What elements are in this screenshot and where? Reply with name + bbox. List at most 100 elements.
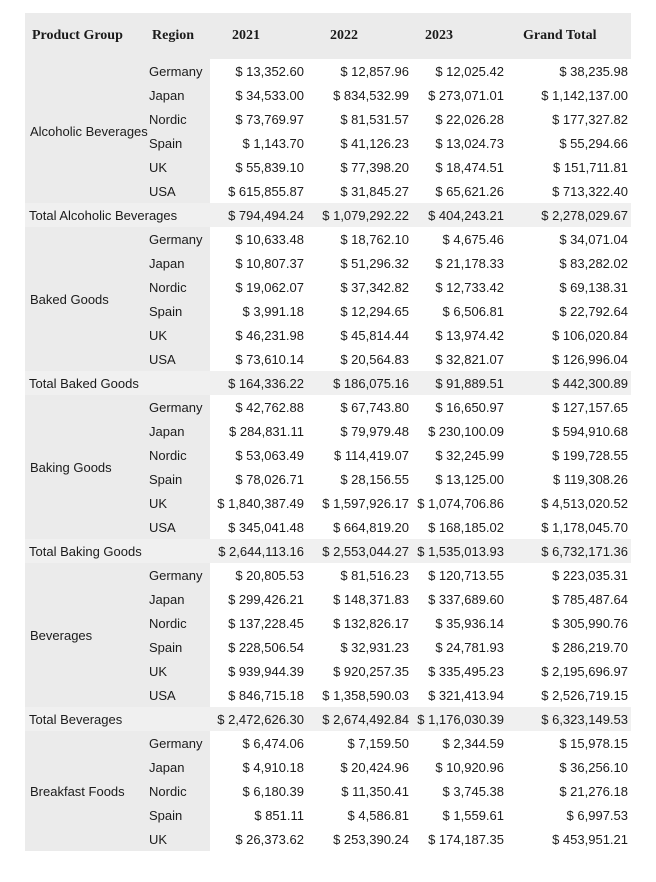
table-row: Spain $ 78,026.71 $ 28,156.55 $ 13,125.00 $ … [25, 467, 631, 491]
value-cell: $ 21,178.33 [412, 251, 507, 275]
value-cell: $ 15,978.15 [507, 731, 631, 755]
region-cell: Japan [145, 83, 210, 107]
value-cell: $ 404,243.21 [412, 203, 507, 227]
header-product-group: Product Group [25, 13, 145, 59]
region-cell: Japan [145, 251, 210, 275]
value-cell: $ 4,675.46 [412, 227, 507, 251]
value-cell: $ 78,026.71 [210, 467, 307, 491]
header-grand-total: Grand Total [507, 13, 631, 59]
total-label-cell: Total Alcoholic Beverages [25, 203, 210, 227]
region-cell: Nordic [145, 779, 210, 803]
value-cell: $ 273,071.01 [412, 83, 507, 107]
product-group-cell: Baking Goods [25, 395, 145, 539]
value-cell: $ 10,920.96 [412, 755, 507, 779]
region-cell: Nordic [145, 107, 210, 131]
table-header: Product Group Region 2021 2022 2023 Gran… [25, 13, 631, 59]
region-cell: UK [145, 491, 210, 515]
table-row: Nordic $ 19,062.07 $ 37,342.82 $ 12,733.42 $… [25, 275, 631, 299]
value-cell: $ 148,371.83 [307, 587, 412, 611]
value-cell: $ 321,413.94 [412, 683, 507, 707]
value-cell: $ 1,143.70 [210, 131, 307, 155]
table-row: Spain $ 228,506.54 $ 32,931.23 $ 24,781.93 $… [25, 635, 631, 659]
table-row: Baked Goods Germany $ 10,633.48 $ 18,762.10… [25, 227, 631, 371]
region-cell: UK [145, 827, 210, 851]
value-cell: $ 126,996.04 [507, 347, 631, 371]
value-cell: $ 127,157.65 [507, 395, 631, 419]
value-cell: $ 794,494.24 [210, 203, 307, 227]
header-row: Product Group Region 2021 2022 2023 Gran… [25, 13, 631, 59]
value-cell: $ 13,125.00 [412, 467, 507, 491]
value-cell: $ 34,533.00 [210, 83, 307, 107]
value-cell: $ 7,159.50 [307, 731, 412, 755]
value-cell: $ 199,728.55 [507, 443, 631, 467]
value-cell: $ 834,532.99 [307, 83, 412, 107]
region-cell: USA [145, 179, 210, 203]
value-cell: $ 1,840,387.49 [210, 491, 307, 515]
value-cell: $ 91,889.51 [412, 371, 507, 395]
region-cell: Germany [145, 59, 210, 83]
value-cell: $ 6,997.53 [507, 803, 631, 827]
value-cell: $ 785,487.64 [507, 587, 631, 611]
value-cell: $ 286,219.70 [507, 635, 631, 659]
value-cell: $ 186,075.16 [307, 371, 412, 395]
region-cell: Japan [145, 755, 210, 779]
value-cell: $ 284,831.11 [210, 419, 307, 443]
value-cell: $ 2,472,626.30 [210, 707, 307, 731]
value-cell: $ 73,610.14 [210, 347, 307, 371]
region-cell: Germany [145, 731, 210, 755]
value-cell: $ 73,769.97 [210, 107, 307, 131]
region-cell: UK [145, 155, 210, 179]
value-cell: $ 1,559.61 [412, 803, 507, 827]
table-row: UK $ 46,231.98 $ 45,814.44 $ 13,974.42 $ 106… [25, 323, 631, 347]
value-cell: $ 26,373.62 [210, 827, 307, 851]
table-row: USA $ 73,610.14 $ 20,564.83 $ 32,821.07 $ 12… [25, 347, 631, 371]
value-cell: $ 174,187.35 [412, 827, 507, 851]
region-cell: USA [145, 683, 210, 707]
value-cell: $ 42,762.88 [210, 395, 307, 419]
value-cell: $ 10,807.37 [210, 251, 307, 275]
table-row: UK $ 26,373.62 $ 253,390.24 $ 174,187.35 $ 4… [25, 827, 631, 851]
value-cell: $ 16,650.97 [412, 395, 507, 419]
value-cell: $ 81,516.23 [307, 563, 412, 587]
table-row: USA $ 345,041.48 $ 664,819.20 $ 168,185.02 $… [25, 515, 631, 539]
value-cell: $ 18,474.51 [412, 155, 507, 179]
value-cell: $ 55,839.10 [210, 155, 307, 179]
value-cell: $ 45,814.44 [307, 323, 412, 347]
value-cell: $ 32,245.99 [412, 443, 507, 467]
value-cell: $ 12,733.42 [412, 275, 507, 299]
value-cell: $ 4,513,020.52 [507, 491, 631, 515]
total-label-cell: Total Baking Goods [25, 539, 210, 563]
value-cell: $ 664,819.20 [307, 515, 412, 539]
table-row: Japan $ 299,426.21 $ 148,371.83 $ 337,689.6… [25, 587, 631, 611]
value-cell: $ 3,745.38 [412, 779, 507, 803]
region-cell: USA [145, 347, 210, 371]
pivot-table: Product Group Region 2021 2022 2023 Gran… [25, 13, 631, 851]
value-cell: $ 132,826.17 [307, 611, 412, 635]
value-cell: $ 4,910.18 [210, 755, 307, 779]
value-cell: $ 335,495.23 [412, 659, 507, 683]
table-row: UK $ 939,944.39 $ 920,257.35 $ 335,495.23 $ … [25, 659, 631, 683]
value-cell: $ 846,715.18 [210, 683, 307, 707]
value-cell: $ 1,176,030.39 [412, 707, 507, 731]
value-cell: $ 77,398.20 [307, 155, 412, 179]
table-row: Nordic $ 6,180.39 $ 11,350.41 $ 3,745.38 $ 2… [25, 779, 631, 803]
value-cell: $ 4,586.81 [307, 803, 412, 827]
table-row: Nordic $ 73,769.97 $ 81,531.57 $ 22,026.28 $… [25, 107, 631, 131]
value-cell: $ 453,951.21 [507, 827, 631, 851]
value-cell: $ 253,390.24 [307, 827, 412, 851]
value-cell: $ 137,228.45 [210, 611, 307, 635]
region-cell: UK [145, 659, 210, 683]
value-cell: $ 69,138.31 [507, 275, 631, 299]
value-cell: $ 442,300.89 [507, 371, 631, 395]
header-2023: 2023 [412, 13, 507, 59]
value-cell: $ 1,358,590.03 [307, 683, 412, 707]
value-cell: $ 2,553,044.27 [307, 539, 412, 563]
value-cell: $ 3,991.18 [210, 299, 307, 323]
value-cell: $ 41,126.23 [307, 131, 412, 155]
total-label-cell: Total Baked Goods [25, 371, 210, 395]
region-cell: Spain [145, 803, 210, 827]
value-cell: $ 168,185.02 [412, 515, 507, 539]
product-group-cell: Beverages [25, 563, 145, 707]
table-row: Spain $ 1,143.70 $ 41,126.23 $ 13,024.73 $ 5… [25, 131, 631, 155]
value-cell: $ 337,689.60 [412, 587, 507, 611]
